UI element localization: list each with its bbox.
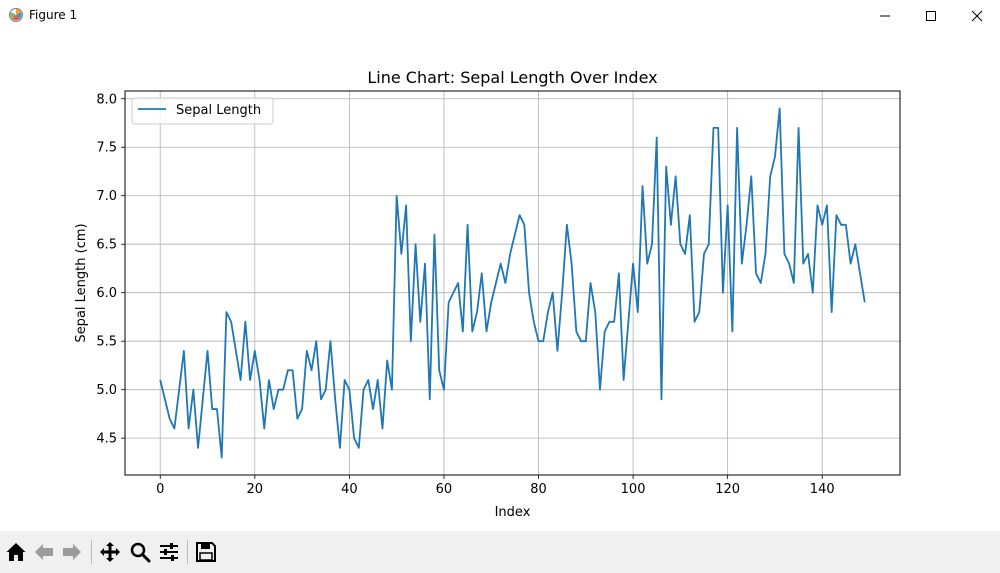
minimize-icon (880, 15, 890, 16)
y-tick-label: 4.5 (96, 432, 117, 447)
y-tick-label: 7.0 (96, 189, 117, 204)
legend-box (131, 97, 274, 125)
x-tick-label: 120 (715, 482, 740, 497)
window-titlebar: Figure 1 (0, 0, 1000, 31)
back-icon (35, 544, 53, 560)
x-tick-label: 40 (341, 482, 358, 497)
ticks: 0 20 40 60 80 100 120 140 4.5 5.0 5.5 6.0 6.5 7.0 7.5 8… (96, 92, 834, 497)
y-axis-label: Sepal Length (cm) (74, 223, 89, 342)
forward-button[interactable] (60, 540, 84, 564)
configure-subplots-button[interactable] (157, 540, 181, 564)
home-icon (6, 543, 26, 561)
y-tick-label: 6.0 (96, 286, 117, 301)
pan-icon (100, 542, 120, 562)
back-button[interactable] (32, 540, 56, 564)
axes-frame (124, 90, 901, 476)
configure-subplots-icon (160, 543, 178, 561)
save-button[interactable] (194, 540, 218, 564)
x-tick-label: 20 (247, 482, 264, 497)
close-icon (971, 10, 983, 21)
maximize-icon (926, 10, 936, 21)
series-line-sepal-length (159, 107, 866, 459)
line-chart: Line Chart: Sepal Length Over Index 0 20 4… (74, 68, 901, 520)
grid (125, 91, 900, 475)
y-tick-label: 7.5 (96, 141, 117, 156)
forward-icon (63, 544, 81, 560)
x-tick-label: 60 (436, 482, 453, 497)
x-tick-label: 0 (156, 482, 164, 497)
maximize-button[interactable] (908, 0, 954, 31)
toolbar-separator (91, 540, 92, 564)
minimize-button[interactable] (862, 0, 908, 31)
legend: Sepal Length (131, 97, 274, 125)
chart-title: Line Chart: Sepal Length Over Index (367, 68, 657, 87)
zoom-icon (130, 542, 151, 563)
window-title: Figure 1 (29, 8, 78, 22)
figure-canvas[interactable]: Line Chart: Sepal Length Over Index 0 20 4… (0, 31, 1000, 531)
x-tick-label: 80 (530, 482, 547, 497)
y-tick-label: 5.0 (96, 383, 117, 398)
navigation-toolbar (0, 531, 1000, 573)
zoom-button[interactable] (128, 540, 152, 564)
save-icon (196, 542, 216, 562)
pan-button[interactable] (98, 540, 122, 564)
matplotlib-app-icon (9, 8, 23, 22)
x-axis-label: Index (495, 505, 531, 520)
toolbar-separator (187, 540, 188, 564)
y-tick-label: 6.5 (96, 238, 117, 253)
close-button[interactable] (954, 0, 1000, 31)
x-tick-label: 140 (810, 482, 835, 497)
x-tick-label: 100 (621, 482, 646, 497)
legend-label: Sepal Length (176, 103, 261, 118)
y-tick-label: 5.5 (96, 335, 117, 350)
home-button[interactable] (4, 540, 28, 564)
y-tick-label: 8.0 (96, 92, 117, 107)
